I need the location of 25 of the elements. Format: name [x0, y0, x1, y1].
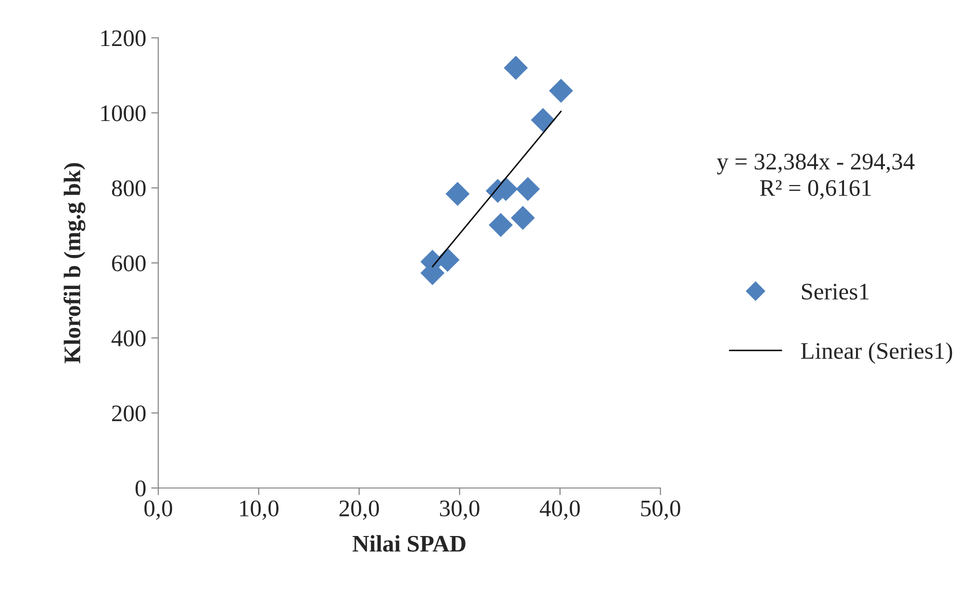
- legend-label: Series1: [802, 284, 868, 300]
- y-axis-title: Klorofil b (mg.g bk): [64, 163, 86, 364]
- point: [488, 212, 513, 238]
- x-tick-label: 20,0: [340, 500, 379, 520]
- y-tick-label: 400: [112, 330, 146, 346]
- y-tick-label: 0: [136, 480, 146, 496]
- legend-label: Linear (Series1): [801, 342, 952, 364]
- point: [516, 176, 540, 202]
- y-tick-label: 600: [112, 255, 146, 272]
- point: [504, 56, 528, 80]
- x-axis-title: Nilai SPAD: [352, 535, 466, 552]
- x-tick-label: 40,0: [540, 500, 580, 520]
- y-tick-label: 800: [112, 180, 146, 196]
- x-tick-label: 10,0: [240, 500, 278, 520]
- x-tick-label: 50,0: [641, 500, 680, 520]
- y-tick-label: 1000: [101, 105, 146, 122]
- text: y = 32,384x - 294,34 R² = 0,6161: [716, 154, 915, 200]
- y-tick-label: 200: [112, 405, 146, 422]
- y-tick-label: 1200: [101, 30, 146, 46]
- point: [510, 206, 535, 230]
- x-tick-label: 0,0: [144, 500, 172, 520]
- point: [446, 182, 470, 206]
- x-tick-label: 30,0: [440, 500, 480, 520]
- point: [530, 108, 555, 132]
- point: [548, 78, 574, 103]
